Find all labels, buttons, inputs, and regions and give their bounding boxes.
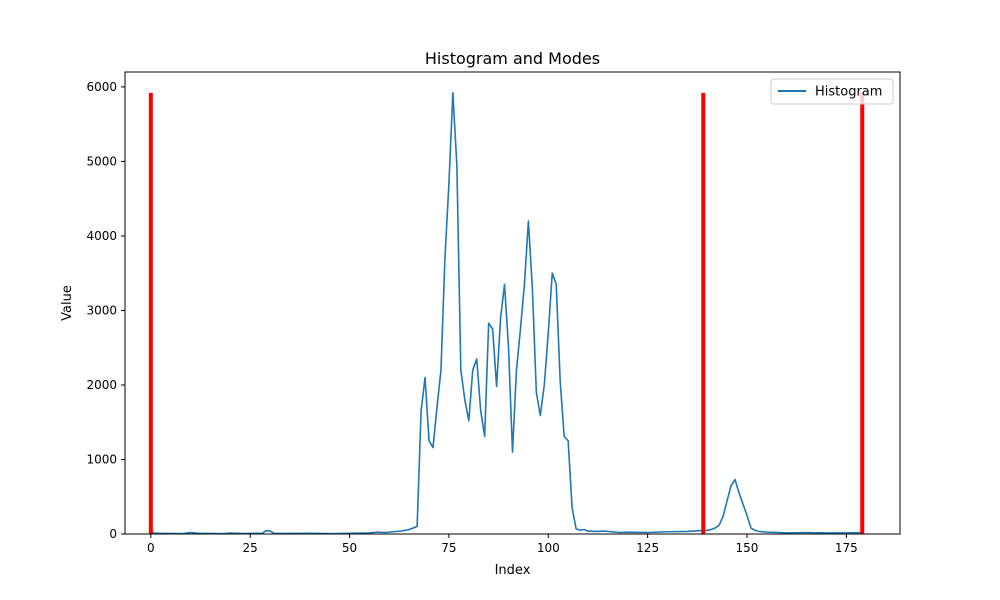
x-tick-label-75: 75 (441, 541, 456, 555)
chart-title: Histogram and Modes (425, 49, 600, 68)
y-tick-label-6000: 6000 (86, 80, 117, 94)
x-tick-label-50: 50 (342, 541, 357, 555)
x-tick-label-100: 100 (537, 541, 560, 555)
series-line-histogram (150, 92, 863, 535)
y-tick-label-5000: 5000 (86, 154, 117, 168)
axes-frame (124, 71, 901, 535)
x-tick-label-150: 150 (736, 541, 759, 555)
legend-box (770, 78, 894, 105)
y-tick-label-0: 0 (109, 527, 117, 541)
legend: Histogram (770, 78, 894, 105)
y-axis-label: Value (60, 285, 75, 321)
legend-label-histogram: Histogram (815, 85, 882, 100)
y-tick-label-3000: 3000 (86, 303, 117, 317)
x-tick-label-125: 125 (636, 541, 659, 555)
plot-layer (148, 92, 865, 535)
x-tick-label-25: 25 (243, 541, 258, 555)
x-tick-label-0: 0 (147, 541, 155, 555)
x-tick-label-175: 175 (835, 541, 858, 555)
y-tick-label-4000: 4000 (86, 229, 117, 243)
x-axis-label: Index (495, 563, 531, 578)
tick-layer: 0 25 50 75 100 125 150 175 0 1000 2000 3000 4000 5000… (86, 80, 857, 555)
y-tick-label-2000: 2000 (86, 378, 117, 392)
y-tick-label-1000: 1000 (86, 452, 117, 466)
